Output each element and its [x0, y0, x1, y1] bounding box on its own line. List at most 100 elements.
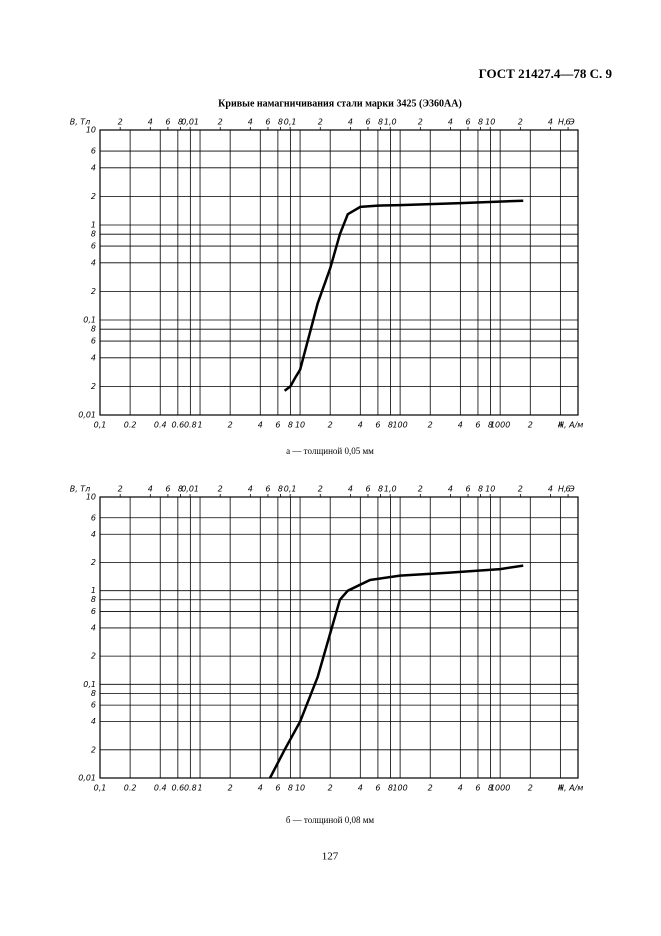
x-tick-label: 2: [428, 421, 433, 430]
x-tick-label: 4: [558, 784, 563, 793]
y-tick-label: 4: [91, 530, 96, 539]
x-tick-label: 0.2: [124, 421, 137, 430]
y-tick-label: 4: [91, 353, 96, 362]
x2-tick-label: 4: [548, 485, 553, 494]
x2-tick-label: 1,0: [384, 485, 397, 494]
y-tick-label: 6: [91, 607, 96, 616]
y-axis-label: В, Тл: [70, 118, 91, 127]
x-axis-label: Н, А/м: [558, 784, 583, 793]
y-tick-label: 2: [91, 558, 96, 567]
y-tick-label: 6: [91, 242, 96, 251]
x-axis-label: Н, А/м: [558, 421, 583, 430]
x-tick-label: 6: [375, 421, 380, 430]
x-tick-label: 6: [375, 784, 380, 793]
x-tick-label: 2: [328, 421, 333, 430]
x-tick-label: 1000: [490, 784, 510, 793]
y-tick-label: 1: [91, 221, 96, 230]
y-tick-label: 4: [91, 258, 96, 267]
x-tick-label: 0.4: [154, 784, 167, 793]
y-tick-label: 10: [86, 126, 96, 135]
x2-tick-label: 2: [218, 485, 223, 494]
header: ГОСТ 21427.4—78 С. 9: [479, 66, 613, 81]
x2-tick-label: 4: [148, 485, 153, 494]
x2-tick-label: 6: [165, 485, 170, 494]
x-tick-label: 2: [528, 784, 533, 793]
x2-axis-label: Н, Э: [558, 118, 575, 127]
y-tick-label: 0,1: [83, 680, 96, 689]
y-tick-label: 0,1: [83, 316, 96, 325]
x2-tick-label: 2: [418, 118, 423, 127]
x2-tick-label: 8: [378, 485, 383, 494]
x-tick-label: 6: [275, 421, 280, 430]
x-tick-label: 0,1: [94, 784, 107, 793]
x-tick-label: 0.8: [184, 784, 197, 793]
y-tick-label: 2: [91, 745, 96, 754]
x-tick-label: 1000: [490, 421, 510, 430]
x2-tick-label: 10: [485, 485, 495, 494]
x2-tick-label: 2: [318, 118, 323, 127]
x-tick-label: 1: [197, 784, 202, 793]
x2-tick-label: 4: [248, 485, 253, 494]
x2-tick-label: 8: [478, 118, 483, 127]
x2-tick-label: 8: [178, 485, 183, 494]
x-tick-label: 8: [288, 784, 293, 793]
x2-tick-label: 8: [278, 485, 283, 494]
x2-tick-label: 4: [148, 118, 153, 127]
caption: б — толщиной 0,08 мм: [286, 815, 375, 825]
x2-tick-label: 6: [265, 485, 270, 494]
x-tick-label: 8: [488, 421, 493, 430]
x-tick-label: 4: [358, 784, 363, 793]
y-axis-label: В, Тл: [70, 485, 91, 494]
x2-tick-label: 8: [478, 485, 483, 494]
plot-frame: [99, 129, 579, 416]
x2-tick-label: 4: [448, 485, 453, 494]
x-tick-label: 0.4: [154, 421, 167, 430]
x2-tick-label: 2: [218, 118, 223, 127]
x-tick-label: 2: [428, 784, 433, 793]
x2-tick-label: 4: [448, 118, 453, 127]
x2-tick-label: 2: [418, 485, 423, 494]
x-tick-label: 0.6: [171, 784, 184, 793]
x-tick-label: 6: [475, 421, 480, 430]
x-tick-label: 4: [558, 421, 563, 430]
y-tick-label: 8: [91, 230, 96, 239]
x2-tick-label: 4: [348, 118, 353, 127]
x2-tick-label: 6: [365, 485, 370, 494]
x2-tick-label: 6: [365, 118, 370, 127]
title: Кривые намагничивания стали марки 3425 (…: [218, 98, 462, 109]
x-tick-label: 0.2: [124, 784, 137, 793]
x-tick-label: 10: [295, 421, 305, 430]
x-tick-label: 10: [295, 784, 305, 793]
x-tick-label: 4: [458, 421, 463, 430]
x2-tick-label: 1,0: [384, 118, 397, 127]
y-tick-label: 0,01: [78, 774, 96, 783]
x-tick-label: 4: [258, 421, 263, 430]
y-tick-label: 8: [91, 689, 96, 698]
x2-tick-label: 6: [165, 118, 170, 127]
x2-tick-label: 6: [566, 485, 571, 494]
magnetization-curve: [283, 199, 524, 392]
x-tick-label: 6: [275, 784, 280, 793]
x-tick-label: 2: [228, 421, 233, 430]
x-tick-label: 8: [388, 784, 393, 793]
x2-tick-label: 4: [348, 485, 353, 494]
x-tick-label: 0.8: [184, 421, 197, 430]
x2-axis-label: Н, Э: [558, 485, 575, 494]
plot-frame: [99, 496, 579, 779]
x-tick-label: 2: [328, 784, 333, 793]
x2-tick-label: 0,01: [181, 118, 199, 127]
y-tick-label: 4: [91, 717, 96, 726]
y-tick-label: 6: [91, 513, 96, 522]
x-tick-label: 8: [488, 784, 493, 793]
y-tick-label: 4: [91, 163, 96, 172]
x-tick-label: 6: [475, 784, 480, 793]
x2-tick-label: 2: [318, 485, 323, 494]
x2-tick-label: 2: [518, 485, 523, 494]
y-tick-label: 6: [91, 147, 96, 156]
x2-tick-label: 4: [248, 118, 253, 127]
y-tick-label: 10: [86, 493, 96, 502]
y-tick-label: 0,01: [78, 411, 96, 420]
y-tick-label: 6: [91, 337, 96, 346]
x-tick-label: 0,1: [94, 421, 107, 430]
